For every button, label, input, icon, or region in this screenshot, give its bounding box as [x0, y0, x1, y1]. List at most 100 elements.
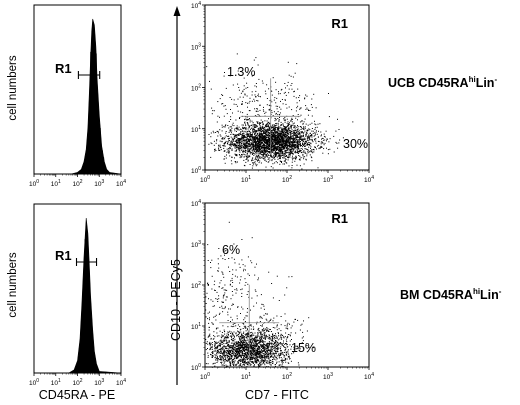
dotplot-bm-dot — [241, 335, 243, 337]
dotplot-ucb-dot — [307, 151, 309, 153]
dotplot-ucb-xtick-label: 102 — [282, 175, 292, 184]
dotplot-ucb-dot — [265, 151, 267, 153]
dotplot-ucb-dot — [275, 142, 277, 144]
dotplot-bm-dot — [255, 341, 257, 343]
dotplot-bm-dot — [228, 344, 230, 346]
dotplot-ucb-dot — [265, 124, 267, 126]
dotplot-ucb-dot — [268, 104, 270, 106]
dotplot-bm-dot — [284, 352, 286, 353]
dotplot-bm-dot — [244, 347, 246, 349]
dotplot-ucb-dot — [300, 150, 302, 152]
dotplot-ucb-dot — [224, 105, 226, 107]
dotplot-bm-dot — [259, 339, 261, 341]
dotplot-bm-dot — [209, 344, 211, 346]
dotplot-ucb-dot — [255, 96, 257, 98]
dotplot-ucb-dot — [262, 145, 264, 146]
dotplot-bm-dot — [230, 365, 232, 367]
dotplot-ucb-dot — [275, 134, 277, 136]
dotplot-bm-dot — [241, 341, 243, 343]
dotplot-bm-dot — [234, 347, 236, 349]
dotplot-ucb-dot — [268, 148, 270, 149]
dotplot-ucb-dot — [261, 130, 263, 132]
dotplot-ucb-dot — [279, 138, 280, 139]
dotplot-bm-dot — [234, 346, 236, 348]
dotplot-bm-dot — [255, 335, 257, 337]
dotplot-ucb-dot — [297, 147, 299, 149]
dotplot-ucb-dot — [252, 133, 254, 135]
dotplot-bm-dot — [288, 353, 290, 355]
dotplot-ucb-dot — [229, 148, 231, 150]
dotplot-bm-dot — [242, 348, 244, 350]
dotplot-ucb-dot — [253, 74, 255, 76]
dotplot-bm-dot — [216, 352, 218, 354]
dotplot-ucb-dot — [280, 136, 282, 138]
dotplot-ucb-dot — [258, 146, 260, 148]
dotplot-ucb-dot — [274, 146, 276, 148]
dotplot-ucb-dot — [256, 125, 258, 127]
dotplot-ucb-dot — [265, 142, 266, 144]
dotplot-ucb-dot — [257, 144, 259, 146]
dotplot-ucb-dot — [248, 135, 250, 137]
dotplot-ucb-dot — [326, 140, 327, 142]
dotplot-bm-dots — [205, 221, 314, 368]
dotplot-ucb-dot — [280, 108, 282, 110]
dotplot-bm-dot — [227, 360, 229, 362]
dotplot-bm-dot — [242, 350, 244, 352]
dotplot-bm-dot — [238, 351, 239, 353]
dotplot-ucb-dot — [273, 136, 275, 138]
dotplot-ucb-dot — [273, 146, 275, 148]
dotplot-ucb-dot — [264, 125, 266, 127]
dotplot-bm-dot — [264, 341, 266, 343]
dotplot-bm-dot — [282, 362, 284, 364]
dotplot-bm-dot — [228, 346, 230, 348]
dotplot-ucb-dot — [306, 130, 308, 132]
dotplot-bm-dot — [245, 346, 247, 348]
dotplot-bm-dot — [219, 355, 220, 357]
dotplot-ucb-dot — [284, 119, 286, 121]
dotplot-ucb-dot — [277, 152, 279, 154]
dotplot-ucb-dot — [258, 138, 260, 140]
dotplot-ucb-dot — [327, 149, 329, 151]
dotplot-ucb-dot — [257, 140, 259, 142]
dotplot-ucb-dot — [262, 127, 264, 129]
dotplot-ucb-dot — [223, 147, 225, 149]
dotplot-ucb-dot — [253, 136, 255, 138]
dotplot-bm-dot — [223, 339, 225, 341]
dotplot-ucb-dot — [237, 110, 239, 112]
dotplot-ucb-dot — [293, 122, 295, 124]
dotplot-bm-dot — [223, 360, 225, 362]
dotplot-bm-dot — [238, 343, 240, 345]
dotplot-bm-dot — [245, 341, 247, 343]
dotplot-ucb-dot — [248, 110, 250, 112]
dotplot-ucb-dot — [299, 141, 301, 143]
dotplot-bm-dot — [210, 354, 212, 356]
dotplot-ucb-dot — [265, 149, 267, 151]
dotplot-ucb-dot — [222, 138, 224, 140]
dotplot-ucb-dot — [273, 152, 275, 154]
dotplot-bm-dot — [210, 337, 212, 339]
dotplot-ucb-dot — [242, 139, 244, 141]
dotplot-ucb-dot — [257, 123, 259, 124]
dotplot-ucb-dot — [258, 145, 260, 146]
dotplot-ucb-dot — [274, 158, 276, 160]
dotplot-bm-dot — [285, 353, 287, 355]
dotplot-ucb-dot — [274, 117, 276, 119]
dotplot-ucb-dot — [234, 144, 235, 145]
dotplot-ucb-dot — [219, 129, 221, 131]
dotplot-bm-dot — [228, 349, 230, 351]
dotplot-ucb-dot — [224, 72, 225, 73]
dotplot-bm-dot — [275, 340, 277, 342]
dotplot-ucb-dot — [252, 125, 254, 127]
dotplot-ucb-dot — [258, 141, 260, 143]
dotplot-ucb-dot — [242, 145, 244, 147]
dotplot-ucb-dot — [267, 143, 269, 145]
dotplot-ucb-dot — [232, 139, 234, 140]
dotplot-bm-dot — [229, 351, 231, 353]
dotplot-ucb-dot — [316, 133, 318, 135]
dotplot-ucb-dot — [290, 130, 292, 132]
dotplot-ucb-dot — [289, 143, 291, 144]
dotplot-bm-dot — [280, 354, 282, 356]
dotplot-ucb-dot — [250, 142, 252, 144]
dotplot-ucb-dot — [251, 160, 252, 162]
dotplot-bm-dot — [241, 342, 243, 344]
